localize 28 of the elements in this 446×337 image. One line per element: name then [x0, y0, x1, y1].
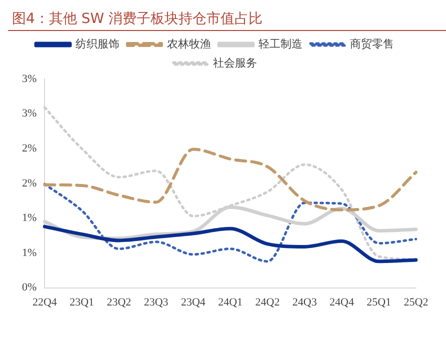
y-tick-label: 2%	[22, 142, 37, 154]
legend-label: 农林牧渔	[167, 37, 211, 50]
x-tick-label: 24Q1	[218, 296, 243, 308]
x-tick-label: 24Q2	[255, 296, 280, 308]
legend-label: 商贸零售	[350, 37, 394, 50]
legend-label: 轻工制造	[258, 37, 302, 50]
y-tick-label: 2%	[22, 177, 37, 190]
x-tick-label: 22Q4	[32, 296, 58, 308]
x-tick-label: 25Q2	[404, 296, 428, 308]
line-series	[43, 106, 418, 261]
legend-label: 社会服务	[212, 56, 257, 70]
legend-label: 纺织服饰	[76, 37, 120, 50]
y-tick-label: 3%	[22, 108, 37, 120]
x-tick-label: 24Q4	[330, 296, 354, 308]
chart-title: 图4：其他 SW 消费子板块持仓市值占比	[8, 8, 446, 31]
x-tick-label: 25Q1	[366, 296, 392, 308]
y-tick-label: 3%	[22, 72, 37, 85]
x-tick-label: 23Q2	[106, 296, 132, 308]
y-tick-label: 0%	[22, 282, 37, 294]
y-tick-label: 1%	[22, 212, 37, 224]
x-tick-label: 23Q3	[144, 296, 169, 308]
y-tick-label: 1%	[22, 246, 37, 259]
x-tick-label: 23Q1	[70, 296, 94, 308]
line-series	[43, 182, 418, 263]
line-series	[42, 224, 418, 264]
x-tick-label: 24Q3	[292, 296, 318, 308]
line-series	[43, 148, 418, 212]
x-tick-label: 23Q4	[180, 296, 206, 308]
